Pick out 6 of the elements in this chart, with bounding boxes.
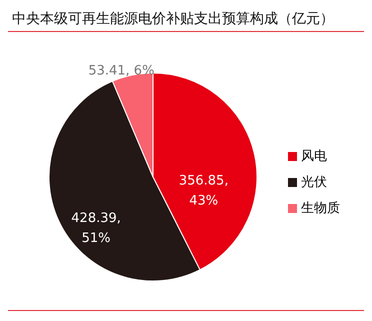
- legend-label: 光伏: [301, 174, 327, 191]
- legend-label: 生物质: [301, 200, 340, 217]
- data-label: 428.39, 51%: [71, 211, 121, 246]
- legend-label: 风电: [301, 148, 327, 165]
- data-label: 356.85, 43%: [178, 174, 228, 209]
- chart-title: 中央本级可再生能源电价补贴支出预算构成（亿元）: [8, 8, 364, 32]
